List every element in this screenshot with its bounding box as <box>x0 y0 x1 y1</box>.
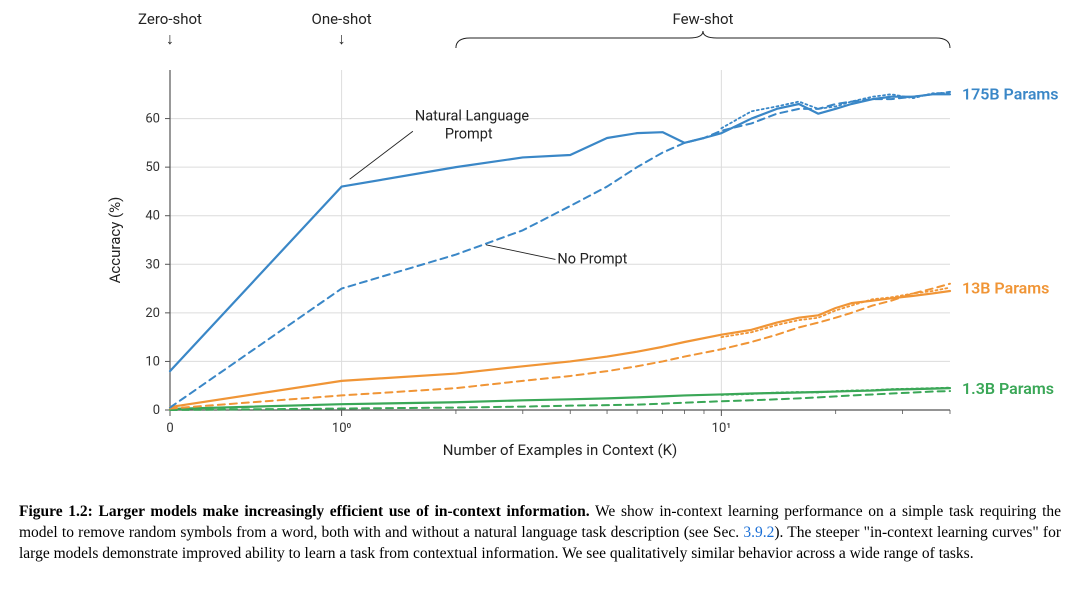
svg-text:Prompt: Prompt <box>445 125 493 142</box>
svg-text:↓: ↓ <box>166 29 174 48</box>
svg-text:↓: ↓ <box>338 29 346 48</box>
svg-text:Natural Language: Natural Language <box>415 107 529 124</box>
svg-text:1.3B Params: 1.3B Params <box>962 379 1054 398</box>
svg-text:Few-shot: Few-shot <box>672 10 733 28</box>
svg-text:No Prompt: No Prompt <box>557 250 627 267</box>
svg-text:Zero-shot: Zero-shot <box>138 10 202 28</box>
svg-text:13B Params: 13B Params <box>962 279 1049 298</box>
chart-area: 0 10 20 30 40 50 60 0 10⁰ 10¹ Number of Examples i… <box>15 10 1065 490</box>
line-chart-svg: 0 10 20 30 40 50 60 0 10⁰ 10¹ Number of Examples i… <box>15 10 1065 490</box>
figure-caption: Figure 1.2: Larger models make increasin… <box>15 502 1065 565</box>
caption-lead: Figure 1.2: Larger models make increasin… <box>19 503 590 520</box>
svg-text:0: 0 <box>153 403 160 418</box>
svg-text:Number of Examples in Context: Number of Examples in Context (K) <box>443 441 678 459</box>
svg-text:50: 50 <box>145 160 160 175</box>
svg-text:60: 60 <box>145 112 160 127</box>
svg-text:0: 0 <box>166 421 173 436</box>
figure-container: 0 10 20 30 40 50 60 0 10⁰ 10¹ Number of Examples i… <box>0 0 1080 575</box>
svg-text:10¹: 10¹ <box>712 421 731 436</box>
svg-text:Accuracy (%): Accuracy (%) <box>106 197 124 284</box>
svg-text:10: 10 <box>145 354 160 369</box>
caption-section-link[interactable]: 3.9.2 <box>743 524 774 541</box>
svg-text:30: 30 <box>145 257 160 272</box>
svg-text:175B Params: 175B Params <box>962 84 1059 103</box>
svg-text:10⁰: 10⁰ <box>332 421 352 436</box>
svg-text:One-shot: One-shot <box>312 10 372 28</box>
svg-text:40: 40 <box>145 209 160 224</box>
svg-text:20: 20 <box>145 306 160 321</box>
